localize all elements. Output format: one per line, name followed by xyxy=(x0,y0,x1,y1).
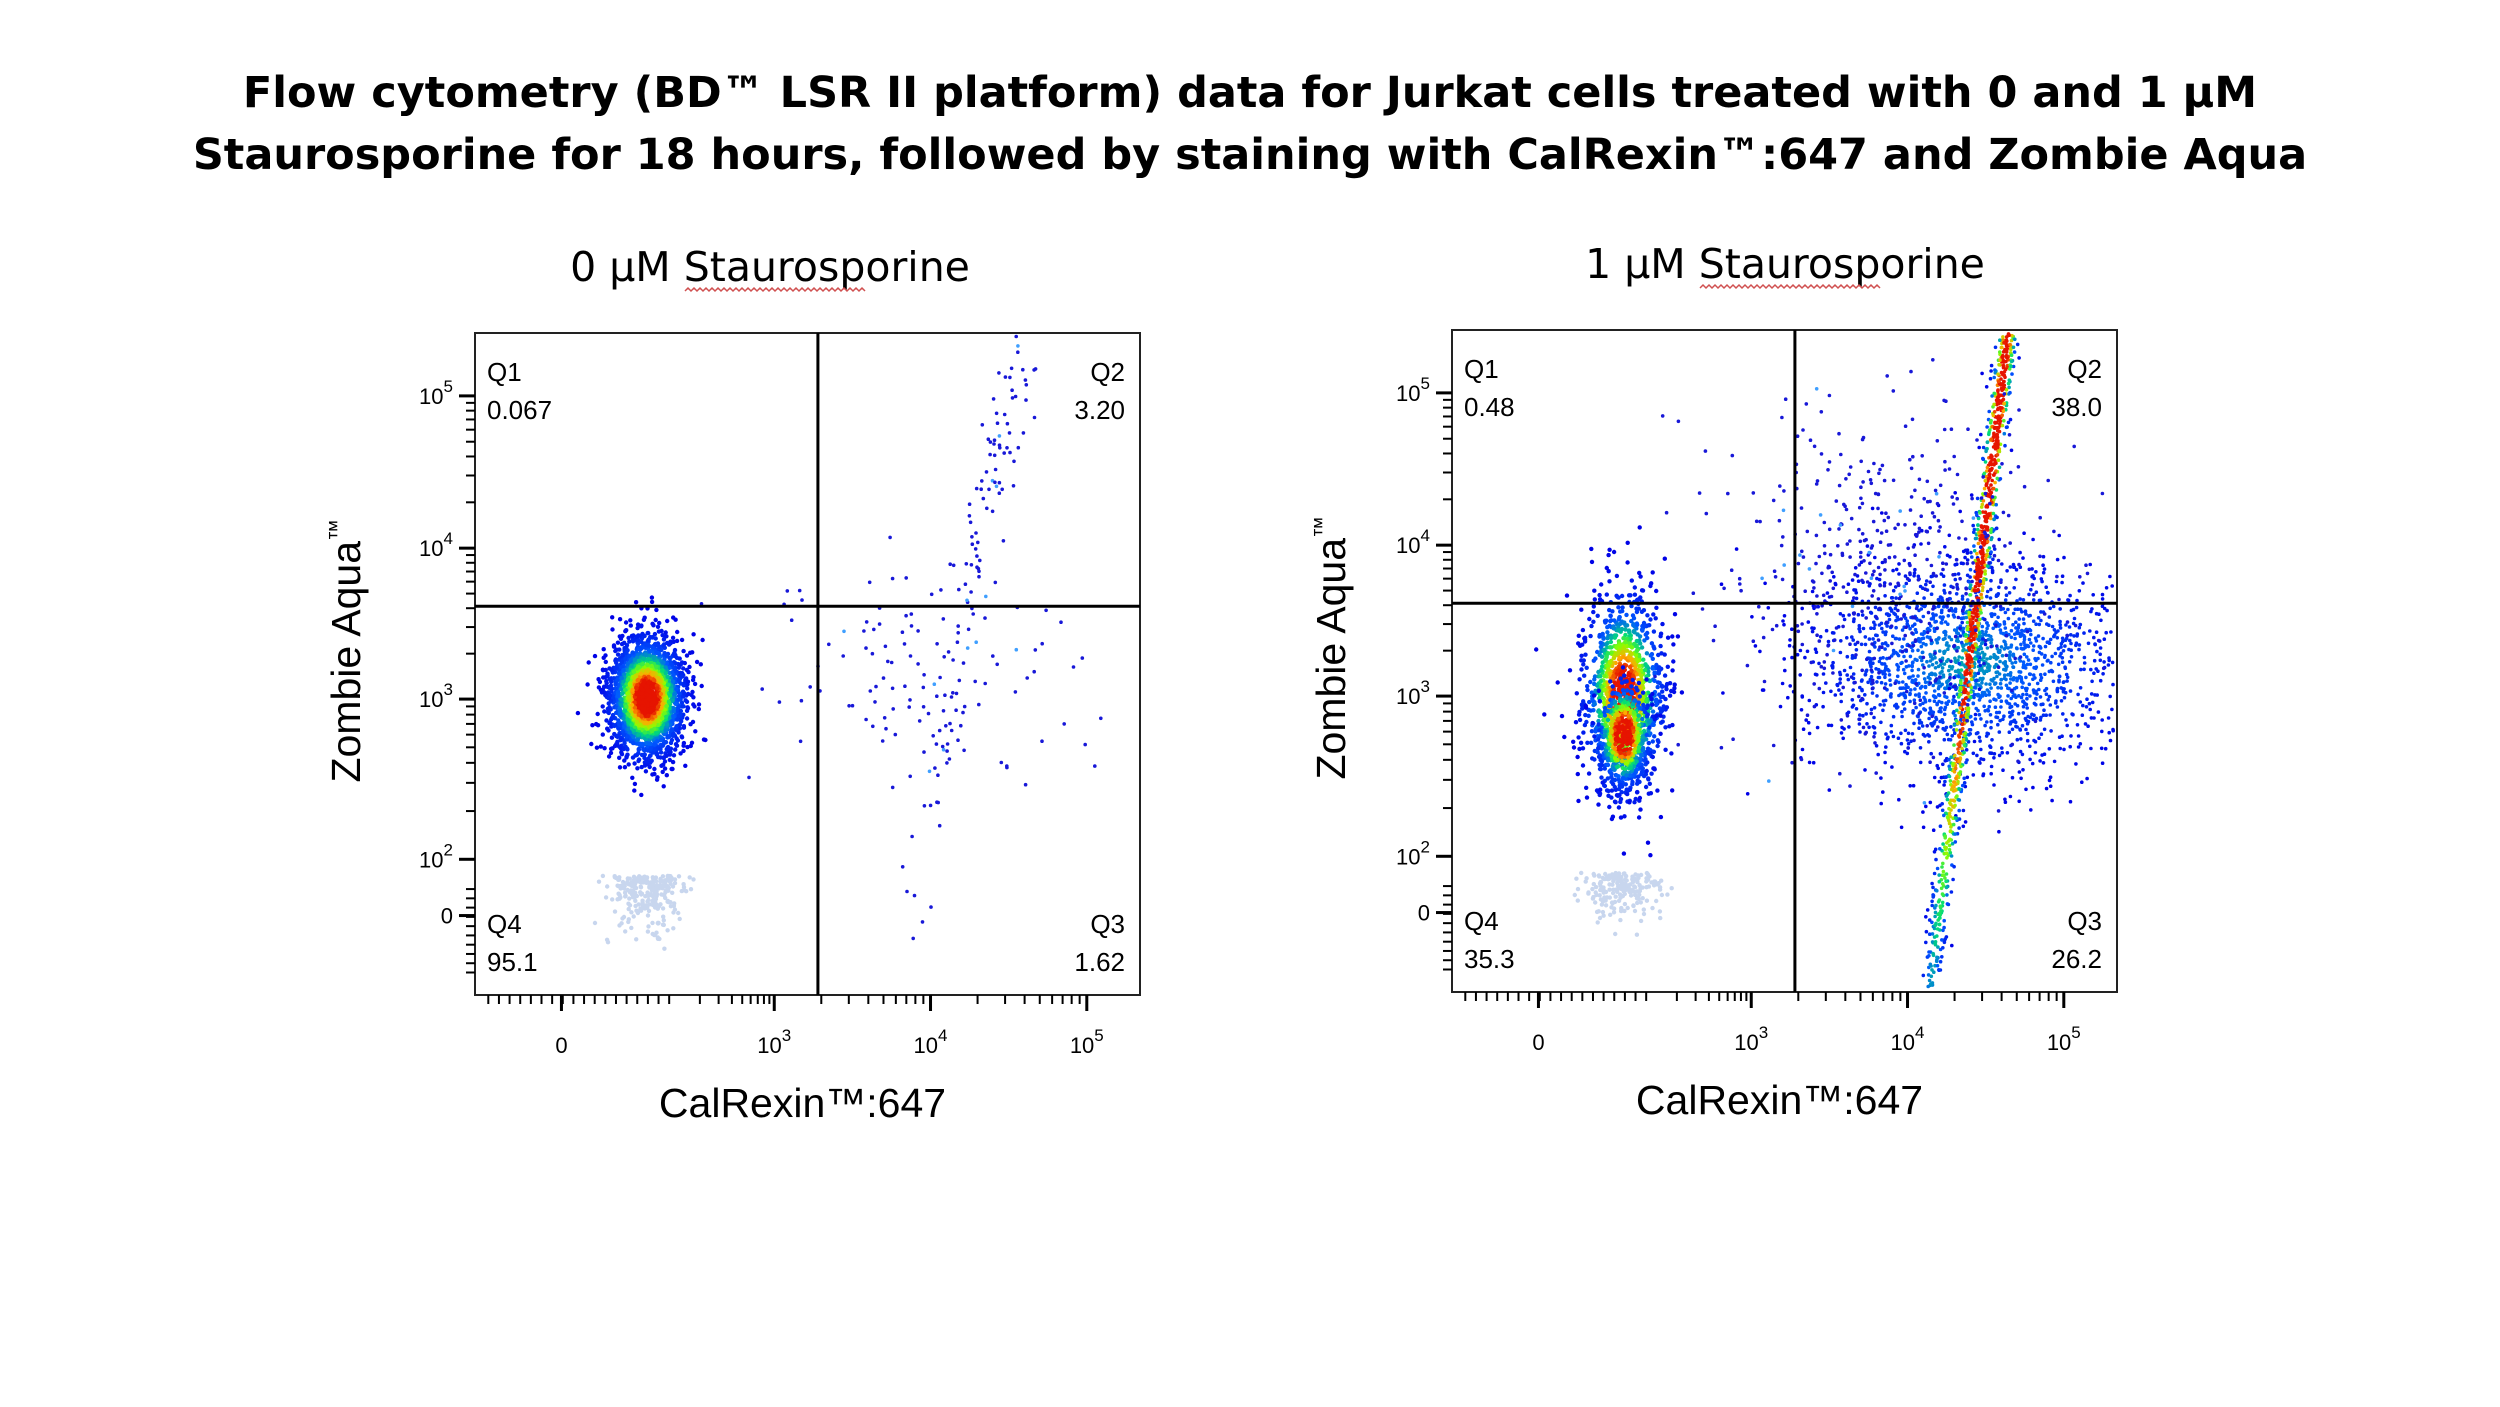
quadrant-value-q3: 26.2 xyxy=(2051,944,2102,974)
x-axis: 0 103 104 105 xyxy=(487,995,1104,1058)
x-tick-base: 10 xyxy=(1070,1033,1094,1058)
y-tick-base: 10 xyxy=(1396,533,1420,558)
y-tick-exponent: 2 xyxy=(444,840,453,859)
x-tick-label: 105 xyxy=(1070,1026,1104,1058)
x-tick-exponent: 3 xyxy=(782,1026,791,1045)
y-tick-base: 10 xyxy=(1396,684,1420,709)
x-tick-base: 0 xyxy=(555,1033,567,1058)
quadrant-label-q2: Q2 xyxy=(2067,354,2102,384)
y-tick-base: 0 xyxy=(1418,901,1430,926)
y-tick-base: 10 xyxy=(1396,381,1420,406)
y-axis-label: Zombie Aqua™ xyxy=(323,519,369,783)
x-tick-label: 103 xyxy=(757,1026,791,1058)
x-axis-label: CalRexin™:647 xyxy=(1636,1077,1923,1123)
y-tick-exponent: 3 xyxy=(1421,677,1430,696)
y-tick-label: 0 xyxy=(441,904,453,929)
x-tick-base: 10 xyxy=(1734,1030,1758,1055)
y-tick-base: 10 xyxy=(419,847,443,872)
y-tick-base: 10 xyxy=(419,384,443,409)
panel-title: 0 μM Staurosporine xyxy=(570,243,970,291)
quadrant-label-q3: Q3 xyxy=(1090,909,1125,939)
y-tick-base: 10 xyxy=(419,687,443,712)
y-tick-base: 10 xyxy=(419,536,443,561)
x-tick-label: 0 xyxy=(555,1033,567,1058)
quadrant-label-q4: Q4 xyxy=(487,909,522,939)
x-tick-base: 10 xyxy=(757,1033,781,1058)
y-tick-label: 102 xyxy=(419,840,453,872)
quadrant-value-q1: 0.48 xyxy=(1464,392,1515,422)
x-tick-base: 10 xyxy=(914,1033,938,1058)
x-tick-exponent: 4 xyxy=(938,1026,947,1045)
y-tick-exponent: 2 xyxy=(1421,837,1430,856)
x-tick-label: 0 xyxy=(1532,1030,1544,1055)
y-tick-label: 103 xyxy=(1396,677,1430,709)
scatter-points xyxy=(575,334,1103,951)
figure-title: Flow cytometry (BD™ LSR II platform) dat… xyxy=(0,62,2500,186)
quadrant-value-q2: 3.20 xyxy=(1074,395,1125,425)
quadrant-label-q1: Q1 xyxy=(1464,354,1499,384)
flow-plot-1: 0 μM Staurosporine Q1 0.067 Q2 3.20 Q3 1.62 Q4 9… xyxy=(323,243,1141,1126)
x-tick-label: 104 xyxy=(1891,1023,1925,1055)
x-tick-base: 10 xyxy=(1891,1030,1915,1055)
plot-frame xyxy=(1451,329,2118,993)
quadrant-label-q1: Q1 xyxy=(487,357,522,387)
y-tick-label: 104 xyxy=(1396,526,1430,558)
y-axis-label-trademark: ™ xyxy=(324,519,349,541)
y-tick-exponent: 4 xyxy=(1421,526,1430,545)
y-tick-exponent: 5 xyxy=(444,377,453,396)
x-axis: 0 103 104 105 xyxy=(1464,992,2081,1055)
y-tick-base: 0 xyxy=(441,904,453,929)
spellcheck-underline xyxy=(1699,283,1881,290)
y-tick-label: 105 xyxy=(419,377,453,409)
y-tick-exponent: 3 xyxy=(444,680,453,699)
y-axis-label-trademark: ™ xyxy=(1309,516,1334,538)
figure-title-line-1: Flow cytometry (BD™ LSR II platform) dat… xyxy=(242,68,2258,118)
panel-title-dose: 1 μM xyxy=(1585,240,1699,288)
quadrant-value-q2: 38.0 xyxy=(2051,392,2102,422)
quadrant-value-q4: 95.1 xyxy=(487,947,538,977)
x-tick-base: 0 xyxy=(1532,1030,1544,1055)
y-tick-exponent: 4 xyxy=(444,529,453,548)
x-tick-exponent: 3 xyxy=(1759,1023,1768,1042)
y-tick-label: 105 xyxy=(1396,374,1430,406)
y-tick-label: 102 xyxy=(1396,837,1430,869)
flow-plot-2: 1 μM StaurosporineQ10.48Q238.0Q326.2Q435… xyxy=(1308,240,2118,1123)
panel-title: 1 μM Staurosporine xyxy=(1585,240,1985,288)
y-axis-label: Zombie Aqua™ xyxy=(1308,516,1354,780)
y-axis-label-text: Zombie Aqua xyxy=(1308,538,1354,780)
y-tick-label: 104 xyxy=(419,529,453,561)
y-tick-label: 0 xyxy=(1418,901,1430,926)
quadrant-label-q3: Q3 xyxy=(2067,906,2102,936)
y-axis-label-text: Zombie Aqua xyxy=(323,541,369,783)
x-tick-label: 105 xyxy=(2047,1023,2081,1055)
x-tick-label: 103 xyxy=(1734,1023,1768,1055)
quadrant-value-q1: 0.067 xyxy=(487,395,552,425)
x-tick-base: 10 xyxy=(2047,1030,2071,1055)
figure-title-line-2: Staurosporine for 18 hours, followed by … xyxy=(192,130,2308,180)
plot-frame xyxy=(474,332,1141,996)
quadrant-label-q2: Q2 xyxy=(1090,357,1125,387)
spellcheck-underline xyxy=(684,286,866,293)
panel-title-dose: 0 μM xyxy=(570,243,684,291)
y-tick-exponent: 5 xyxy=(1421,374,1430,393)
scatter-points xyxy=(1534,332,2115,989)
x-tick-exponent: 5 xyxy=(2071,1023,2080,1042)
x-axis-label: CalRexin™:647 xyxy=(659,1080,946,1126)
y-tick-label: 103 xyxy=(419,680,453,712)
x-tick-exponent: 5 xyxy=(1094,1026,1103,1045)
x-tick-label: 104 xyxy=(914,1026,948,1058)
x-tick-exponent: 4 xyxy=(1915,1023,1924,1042)
y-tick-base: 10 xyxy=(1396,844,1420,869)
panel-title-compound: Staurosporine xyxy=(1699,240,1985,288)
quadrant-value-q4: 35.3 xyxy=(1464,944,1515,974)
quadrant-value-q3: 1.62 xyxy=(1074,947,1125,977)
quadrant-label-q4: Q4 xyxy=(1464,906,1499,936)
panel-title-compound: Staurosporine xyxy=(684,243,970,291)
